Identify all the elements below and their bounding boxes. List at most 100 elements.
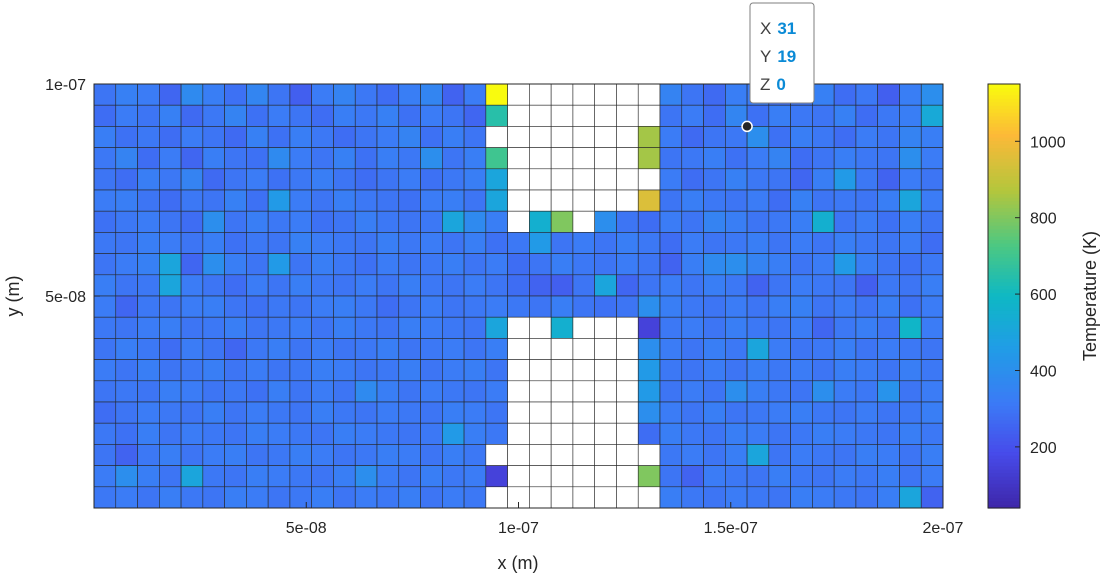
heatmap-cell[interactable] <box>920 189 944 212</box>
heatmap-cell[interactable] <box>920 104 944 127</box>
heatmap-cell[interactable] <box>442 147 465 170</box>
heatmap-cell[interactable] <box>616 253 639 276</box>
heatmap-cell[interactable] <box>333 422 356 445</box>
heatmap-cell[interactable] <box>594 104 617 127</box>
heatmap-cell[interactable] <box>833 359 857 382</box>
heatmap-cell[interactable] <box>920 422 944 445</box>
heatmap-cell[interactable] <box>289 338 312 360</box>
heatmap-cell[interactable] <box>180 316 204 339</box>
heatmap-cell[interactable] <box>333 210 356 233</box>
heatmap-cell[interactable] <box>529 189 552 212</box>
heatmap-cell[interactable] <box>637 295 661 318</box>
heatmap-cell[interactable] <box>442 210 465 233</box>
heatmap-cell[interactable] <box>246 274 269 297</box>
heatmap-cell[interactable] <box>485 83 508 106</box>
heatmap-cell[interactable] <box>398 316 421 339</box>
heatmap-cell[interactable] <box>877 444 900 466</box>
heatmap-cell[interactable] <box>485 359 508 382</box>
heatmap-cell[interactable] <box>267 444 291 466</box>
heatmap-cell[interactable] <box>376 232 400 254</box>
heatmap-cell[interactable] <box>420 338 443 360</box>
heatmap-cell[interactable] <box>442 232 465 254</box>
heatmap-cell[interactable] <box>550 486 574 509</box>
heatmap-cell[interactable] <box>354 316 378 339</box>
heatmap-cell[interactable] <box>812 338 835 360</box>
heatmap-cell[interactable] <box>681 253 704 276</box>
heatmap-cell[interactable] <box>398 359 421 382</box>
heatmap-cell[interactable] <box>137 486 160 509</box>
heatmap-cell[interactable] <box>703 253 726 276</box>
heatmap-cell[interactable] <box>746 422 770 445</box>
heatmap-cell[interactable] <box>93 359 117 382</box>
heatmap-cell[interactable] <box>616 422 639 445</box>
heatmap-cell[interactable] <box>725 232 748 254</box>
heatmap-cell[interactable] <box>246 253 269 276</box>
heatmap-cell[interactable] <box>485 486 508 509</box>
heatmap-cell[interactable] <box>267 210 291 233</box>
heatmap-cell[interactable] <box>790 147 813 170</box>
heatmap-cell[interactable] <box>442 465 465 488</box>
heatmap-cell[interactable] <box>855 83 878 106</box>
heatmap-cell[interactable] <box>855 210 878 233</box>
heatmap-cell[interactable] <box>659 444 683 466</box>
heatmap-cell[interactable] <box>529 465 552 488</box>
heatmap-cell[interactable] <box>616 168 639 191</box>
heatmap-cell[interactable] <box>507 126 530 148</box>
heatmap-cell[interactable] <box>333 232 356 254</box>
heatmap-cell[interactable] <box>398 126 421 148</box>
heatmap-cell[interactable] <box>354 168 378 191</box>
heatmap-cell[interactable] <box>115 83 138 106</box>
heatmap-cell[interactable] <box>180 210 204 233</box>
heatmap-cell[interactable] <box>311 126 334 148</box>
heatmap-cell[interactable] <box>790 168 813 191</box>
heatmap-cell[interactable] <box>267 126 291 148</box>
heatmap-cell[interactable] <box>616 210 639 233</box>
heatmap-cell[interactable] <box>376 104 400 127</box>
heatmap-cell[interactable] <box>768 274 791 297</box>
heatmap-cell[interactable] <box>855 104 878 127</box>
heatmap-cell[interactable] <box>877 295 900 318</box>
heatmap-cell[interactable] <box>899 422 922 445</box>
heatmap-cell[interactable] <box>93 486 117 509</box>
heatmap-cell[interactable] <box>637 104 661 127</box>
heatmap-cell[interactable] <box>376 274 400 297</box>
heatmap-cell[interactable] <box>616 359 639 382</box>
heatmap-cell[interactable] <box>725 401 748 424</box>
heatmap-cell[interactable] <box>899 380 922 403</box>
heatmap-cell[interactable] <box>137 295 160 318</box>
heatmap-cell[interactable] <box>442 316 465 339</box>
heatmap-cell[interactable] <box>333 486 356 509</box>
heatmap-cell[interactable] <box>224 189 247 212</box>
heatmap-cell[interactable] <box>354 380 378 403</box>
heatmap-cell[interactable] <box>899 444 922 466</box>
heatmap-cell[interactable] <box>725 486 748 509</box>
heatmap-cell[interactable] <box>529 83 552 106</box>
heatmap-cell[interactable] <box>398 189 421 212</box>
heatmap-cell[interactable] <box>529 210 552 233</box>
heatmap-cell[interactable] <box>463 168 487 191</box>
heatmap-cell[interactable] <box>333 295 356 318</box>
heatmap-cell[interactable] <box>224 104 247 127</box>
heatmap-cell[interactable] <box>311 147 334 170</box>
heatmap-cell[interactable] <box>637 126 661 148</box>
heatmap-cell[interactable] <box>115 422 138 445</box>
heatmap-cell[interactable] <box>746 401 770 424</box>
heatmap-cell[interactable] <box>768 422 791 445</box>
heatmap-cell[interactable] <box>485 295 508 318</box>
heatmap-cell[interactable] <box>224 83 247 106</box>
heatmap-cell[interactable] <box>855 401 878 424</box>
heatmap-cell[interactable] <box>529 295 552 318</box>
heatmap-cell[interactable] <box>812 401 835 424</box>
heatmap-cell[interactable] <box>899 295 922 318</box>
heatmap-cell[interactable] <box>137 147 160 170</box>
heatmap-cell[interactable] <box>855 465 878 488</box>
heatmap-cell[interactable] <box>877 253 900 276</box>
heatmap-cell[interactable] <box>833 316 857 339</box>
heatmap-cell[interactable] <box>833 444 857 466</box>
heatmap-cell[interactable] <box>93 232 117 254</box>
heatmap-cell[interactable] <box>594 189 617 212</box>
heatmap-cell[interactable] <box>703 401 726 424</box>
heatmap-cell[interactable] <box>572 253 595 276</box>
heatmap-cell[interactable] <box>877 422 900 445</box>
heatmap-cell[interactable] <box>725 338 748 360</box>
